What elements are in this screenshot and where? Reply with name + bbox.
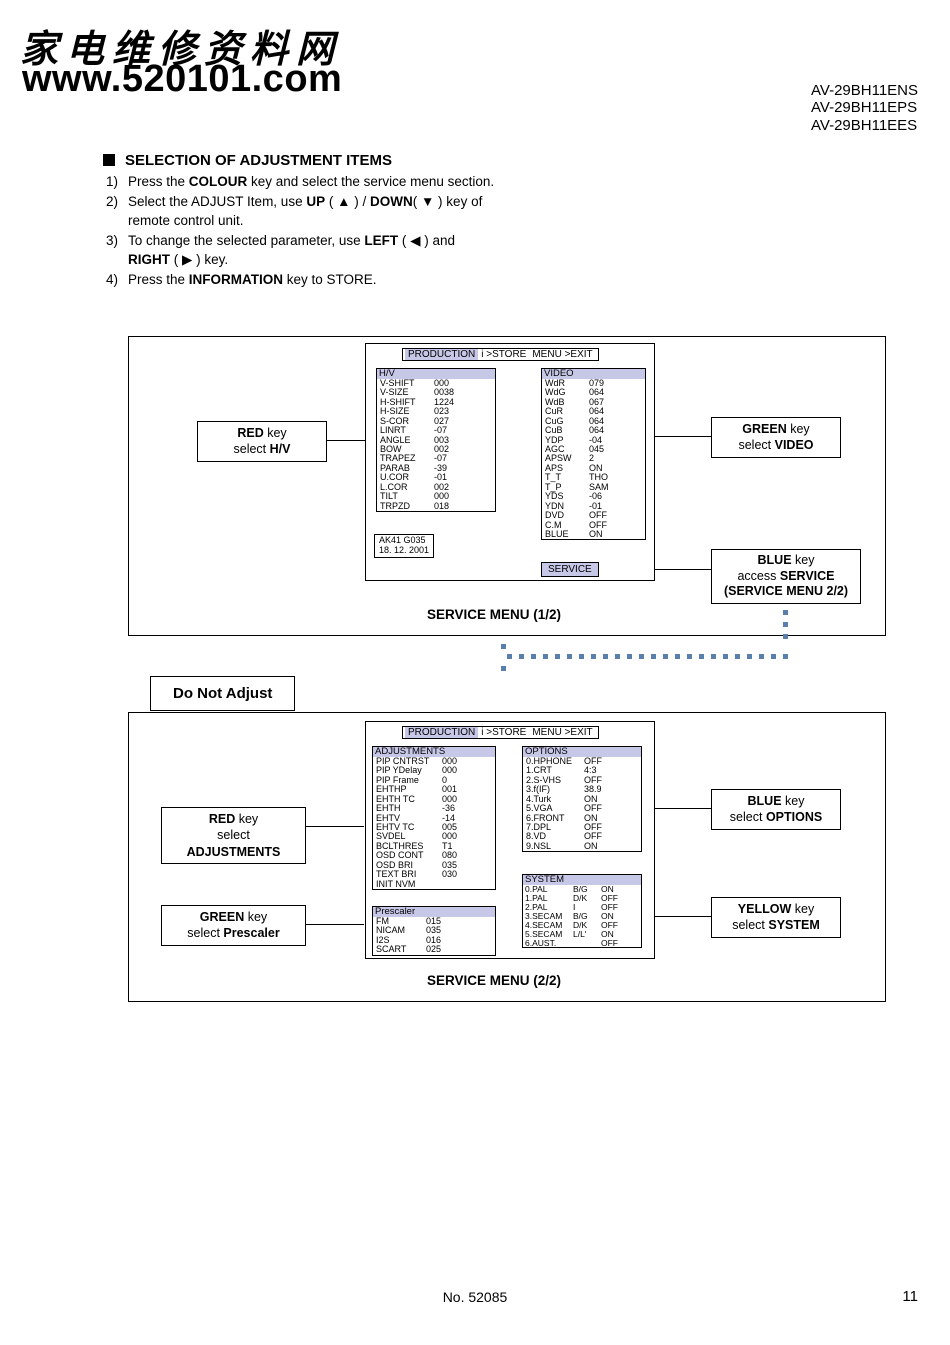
model-3: AV-29BH11EES	[811, 117, 918, 134]
hv-panel: H/V V-SHIFT000V-SIZE0038H-SHIFT1224H-SIZ…	[376, 368, 496, 512]
service-menu-2-frame: RED key select ADJUSTMENTS GREEN key sel…	[128, 712, 886, 1002]
section-title: SELECTION OF ADJUSTMENT ITEMS	[103, 152, 392, 169]
service-menu-2-caption: SERVICE MENU (2/2)	[427, 973, 561, 988]
hv-rows: V-SHIFT000V-SIZE0038H-SHIFT1224H-SIZE023…	[377, 379, 495, 511]
footer-doc-number: No. 52085	[0, 1289, 950, 1305]
model-2: AV-29BH11EPS	[811, 99, 918, 116]
menu-header-1: PRODUCTIONi >STOREMENU >EXIT	[402, 348, 599, 361]
video-panel: VIDEO WdR079WdG064WdB067CuR064CuG064CuB0…	[541, 368, 646, 540]
service-menu-1-caption: SERVICE MENU (1/2)	[427, 607, 561, 622]
service-menu-2-screen: PRODUCTIONi >STOREMENU >EXIT ADJUSTMENTS…	[365, 721, 655, 959]
service-menu-1-frame: RED key select H/V PRODUCTIONi >STOREMEN…	[128, 336, 886, 636]
yellow-key-system-box: YELLOW key select SYSTEM	[711, 897, 841, 938]
blue-key-options-box: BLUE key select OPTIONS	[711, 789, 841, 830]
instruction-steps: 1) Press the COLOUR key and select the s…	[106, 172, 494, 289]
do-not-adjust-label: Do Not Adjust	[150, 676, 295, 711]
model-1: AV-29BH11ENS	[811, 82, 918, 99]
adjustments-panel: ADJUSTMENTS PIP CNTRST000PIP YDelay000PI…	[372, 746, 496, 890]
blue-key-service-box: BLUE key access SERVICE (SERVICE MENU 2/…	[711, 549, 861, 604]
green-key-prescaler-box: GREEN key select Prescaler	[161, 905, 306, 946]
logo-url: www.520101.com	[22, 58, 342, 101]
service-button: SERVICE	[541, 562, 599, 577]
service-menu-1-screen: PRODUCTIONi >STOREMENU >EXIT H/V V-SHIFT…	[365, 343, 655, 581]
options-panel: OPTIONS 0.HPHONEOFF1.CRT4:32.S-VHSOFF3.f…	[522, 746, 642, 852]
red-key-hv-box: RED key select H/V	[197, 421, 327, 462]
system-panel: SYSTEM 0.PALB/GON1.PALD/KOFF2.PALIOFF3.S…	[522, 874, 642, 948]
menu-header-2: PRODUCTIONi >STOREMENU >EXIT	[402, 726, 599, 739]
red-key-adjustments-box: RED key select ADJUSTMENTS	[161, 807, 306, 864]
footer-info-box: AK41 G035 18. 12. 2001	[374, 534, 434, 558]
video-rows: WdR079WdG064WdB067CuR064CuG064CuB064YDP-…	[542, 379, 645, 539]
footer-page-number: 11	[902, 1288, 918, 1305]
green-key-video-box: GREEN key select VIDEO	[711, 417, 841, 458]
prescaler-panel: Prescaler FM015NICAM035I2S016SCART025	[372, 906, 496, 956]
model-numbers: AV-29BH11ENS AV-29BH11EPS AV-29BH11EES	[811, 82, 918, 134]
